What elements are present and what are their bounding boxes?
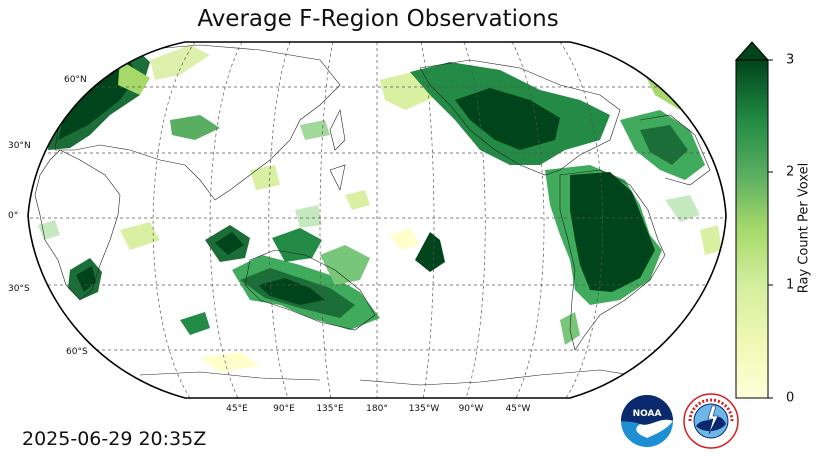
colorbar-tick-3: 3 [786,52,795,68]
lat-label-30n: 30°N [8,141,31,151]
lat-label-60n: 60°N [64,75,87,85]
nws-logo [683,393,739,449]
colorbar-label: Ray Count Per Voxel [796,162,812,294]
colorbar-tick-2: 2 [786,164,795,180]
lon-label-180: 180° [366,404,388,414]
lon-label-135e: 135°E [316,404,344,414]
noaa-logo-text: NOAA [633,409,662,419]
lon-label-45w: 45°W [505,404,531,414]
world-map [27,41,727,399]
noaa-logo: NOAA [621,395,673,447]
colorbar-tick-1: 1 [786,277,795,293]
lat-label-0: 0° [8,211,19,221]
graticule [28,42,726,398]
lon-label-45e: 45°E [226,404,248,414]
lat-label-60s: 60°S [66,347,88,357]
map-title: Average F-Region Observations [197,6,559,32]
colorbar-extend-arrow [734,41,770,61]
colorbar-gradient [735,59,769,399]
map-outline [27,41,727,399]
lon-label-135w: 135°W [408,404,440,414]
timestamp: 2025-06-29 20:35Z [22,428,207,450]
colorbar-tick-0: 0 [786,390,795,406]
observation-density-layer [38,45,722,372]
lon-label-90e: 90°E [273,404,295,414]
colorbar [734,41,773,399]
lat-label-30s: 30°S [8,284,30,294]
lon-label-90w: 90°W [458,404,484,414]
